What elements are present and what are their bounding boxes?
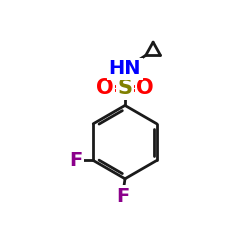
Text: S: S	[118, 78, 132, 98]
Text: HN: HN	[109, 59, 141, 78]
Text: F: F	[70, 151, 83, 170]
Text: O: O	[136, 78, 154, 98]
Text: O: O	[96, 78, 114, 98]
Text: F: F	[116, 187, 129, 206]
